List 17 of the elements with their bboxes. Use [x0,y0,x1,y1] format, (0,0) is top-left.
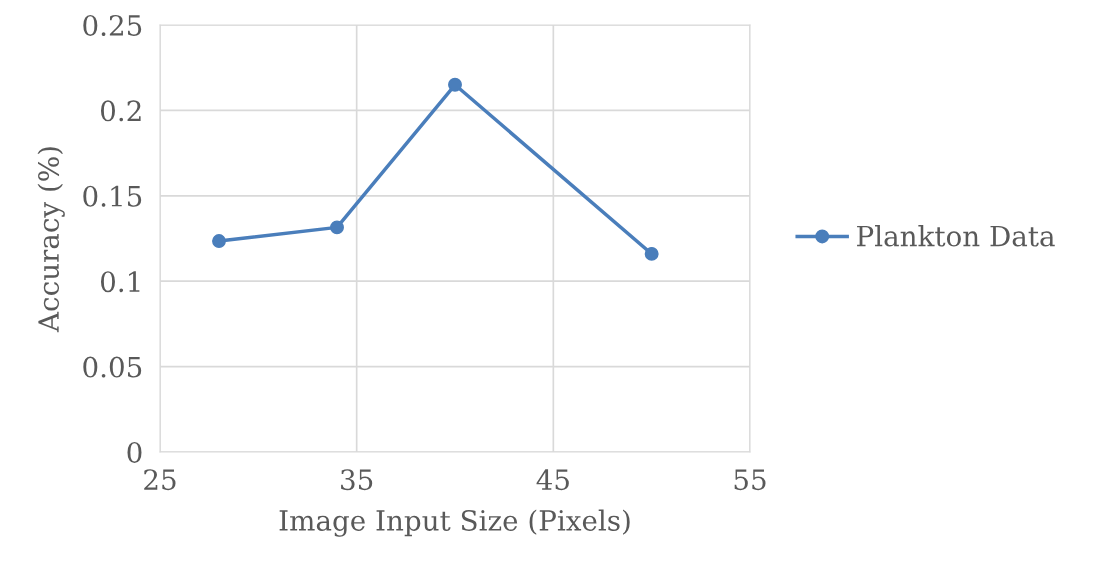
legend-label: Plankton Data [857,225,1055,247]
point [644,246,659,261]
y-tick-label: 0 [127,441,142,463]
x-tick-label: 45 [536,469,569,491]
point [212,234,226,249]
x-axis-title: Image Input Size (Pixels) [279,509,630,537]
x-tick-label: 55 [734,469,766,491]
y-tick-label: 0.1 [100,271,140,293]
x-tick-label: 35 [341,469,373,491]
y-tick-label: 0.2 [100,100,141,122]
y-axis-title: Accuracy (%) [37,147,65,333]
y-tick-label: 0.05 [83,356,142,378]
y-tick-label: 0.15 [83,185,142,207]
x-tick-label: 25 [144,469,176,491]
point [448,77,462,92]
y-tick-label: 0.25 [83,14,142,36]
point [330,220,344,235]
